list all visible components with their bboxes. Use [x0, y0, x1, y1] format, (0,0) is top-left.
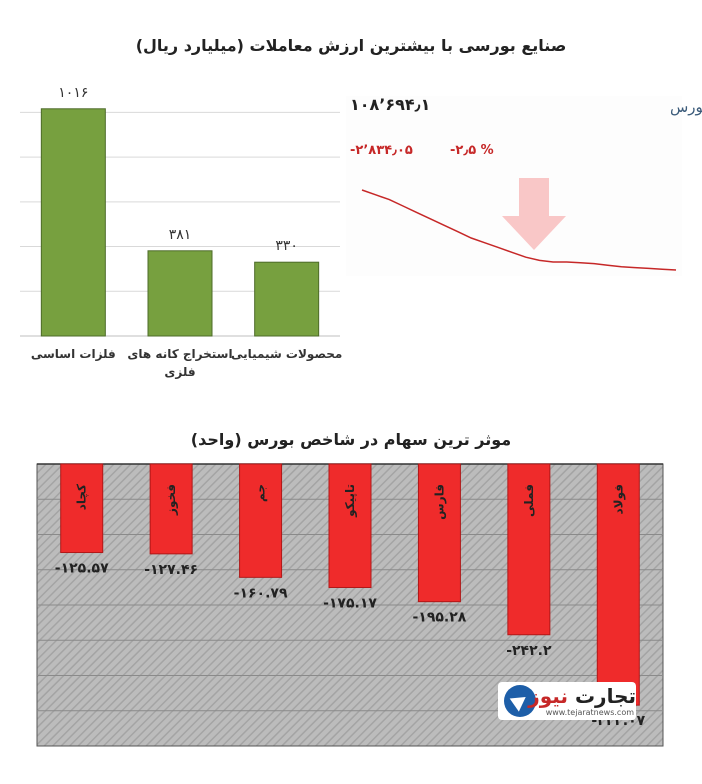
index-percent: -۲٫۵ %: [450, 143, 494, 158]
category-label: فولاد: [611, 484, 626, 514]
data-label: -۱۶۰.۷۹: [234, 585, 288, 601]
category-label: تاپیکو: [343, 484, 358, 518]
bar: [60, 463, 104, 554]
bar: [149, 463, 193, 555]
logo-text: تجارت نیوز: [528, 684, 636, 708]
category-label: جم: [254, 484, 268, 502]
bar: [254, 261, 320, 337]
bar: [417, 463, 461, 603]
logo-name-accent: نیوز: [528, 684, 568, 708]
bar: [507, 463, 551, 636]
data-label: -۲۴۲.۲: [506, 643, 552, 659]
chart-3-stocks: فولاد-۳۴۲.۰۷فملی-۲۴۲.۲فارس-۱۹۵.۲۸تاپیکو-…: [36, 463, 664, 747]
bar: [147, 250, 213, 337]
index-change: -۲٬۸۳۴٫۰۵: [350, 143, 413, 158]
data-label: -۱۹۵.۲۸: [412, 610, 466, 626]
index-panel: [346, 96, 682, 276]
data-label: -۱۲۵.۵۷: [55, 561, 109, 577]
category-label: استخراج کانه های: [127, 347, 232, 361]
data-label: ۱۰۱۶: [58, 85, 88, 101]
bar: [596, 463, 640, 706]
category-label: کچاد: [75, 484, 89, 510]
data-label: ۳۸۱: [169, 227, 192, 243]
index-name: کل بورس: [670, 98, 702, 116]
data-label: -۱۷۵.۱۷: [323, 595, 377, 611]
chart-2-index: کل بورس ۱۰۸٬۶۹۴٫۱ -۲٬۸۳۴٫۰۵ -۲٫۵ %: [346, 95, 702, 276]
index-line: [361, 189, 677, 271]
index-value: ۱۰۸٬۶۹۴٫۱: [350, 95, 430, 114]
category-label: فارس: [432, 484, 446, 520]
category-label: فخوز: [164, 484, 179, 516]
category-label: فلزی: [164, 365, 195, 379]
category-label: فملی: [522, 484, 536, 517]
chart-1-industries: ۱۰۱۶ فلزات اساسی ۳۸۱ استخراج کانه های فلزی ۳۳…: [20, 85, 342, 379]
data-label: -۱۲۷.۴۶: [144, 562, 198, 578]
bar: [40, 108, 106, 337]
chart-3-title: موثر ترین سهام در شاخص بورس (واحد): [190, 430, 512, 449]
bar: [328, 463, 372, 588]
chart-1-title: صنایع بورسی با بیشترین ارزش معاملات (میل…: [135, 36, 567, 55]
category-label: فلزات اساسی: [31, 347, 116, 361]
watermark-logo: تجارت نیوز www.tejaratnews.com: [498, 682, 636, 720]
bar: [239, 463, 283, 578]
down-arrow-icon: [502, 178, 566, 250]
data-label: ۳۳۰: [275, 238, 298, 254]
category-label: محصولات شیمیایی: [231, 347, 342, 362]
logo-name-main: تجارت: [574, 684, 636, 708]
logo-arrow-icon: [504, 685, 536, 717]
logo-url: www.tejaratnews.com: [545, 708, 634, 717]
